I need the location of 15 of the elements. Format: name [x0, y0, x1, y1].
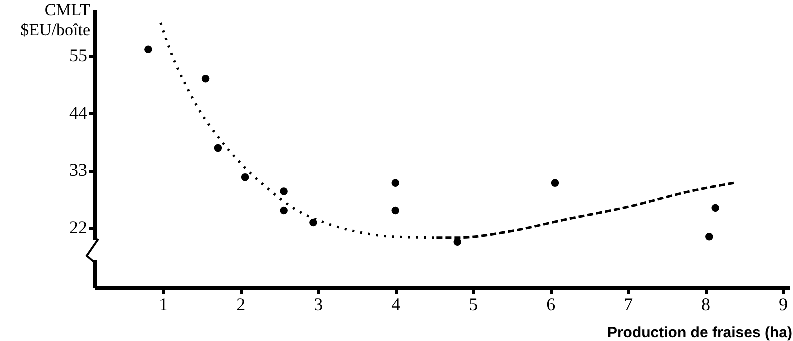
x-tick-label: 6	[546, 294, 556, 314]
y-tick-label: 44	[70, 102, 88, 123]
y-tick-label: 22	[70, 218, 88, 238]
x-tick-label: 3	[314, 294, 324, 314]
y-axis-title: CMLT $EU/boîte	[20, 0, 92, 40]
x-axis-title: Production de fraises (ha)	[607, 324, 792, 341]
x-tick-label: 2	[236, 294, 246, 314]
x-tick-label: 9	[779, 294, 788, 314]
x-tick-label: 8	[702, 294, 711, 314]
x-tick-label: 4	[392, 294, 401, 314]
x-tick-label: 7	[624, 294, 634, 314]
y-tick-label: 55	[70, 45, 88, 66]
x-tick-label: 1	[159, 294, 168, 314]
y-tick-label: 33	[70, 160, 88, 180]
x-tick-label: 5	[469, 294, 478, 314]
